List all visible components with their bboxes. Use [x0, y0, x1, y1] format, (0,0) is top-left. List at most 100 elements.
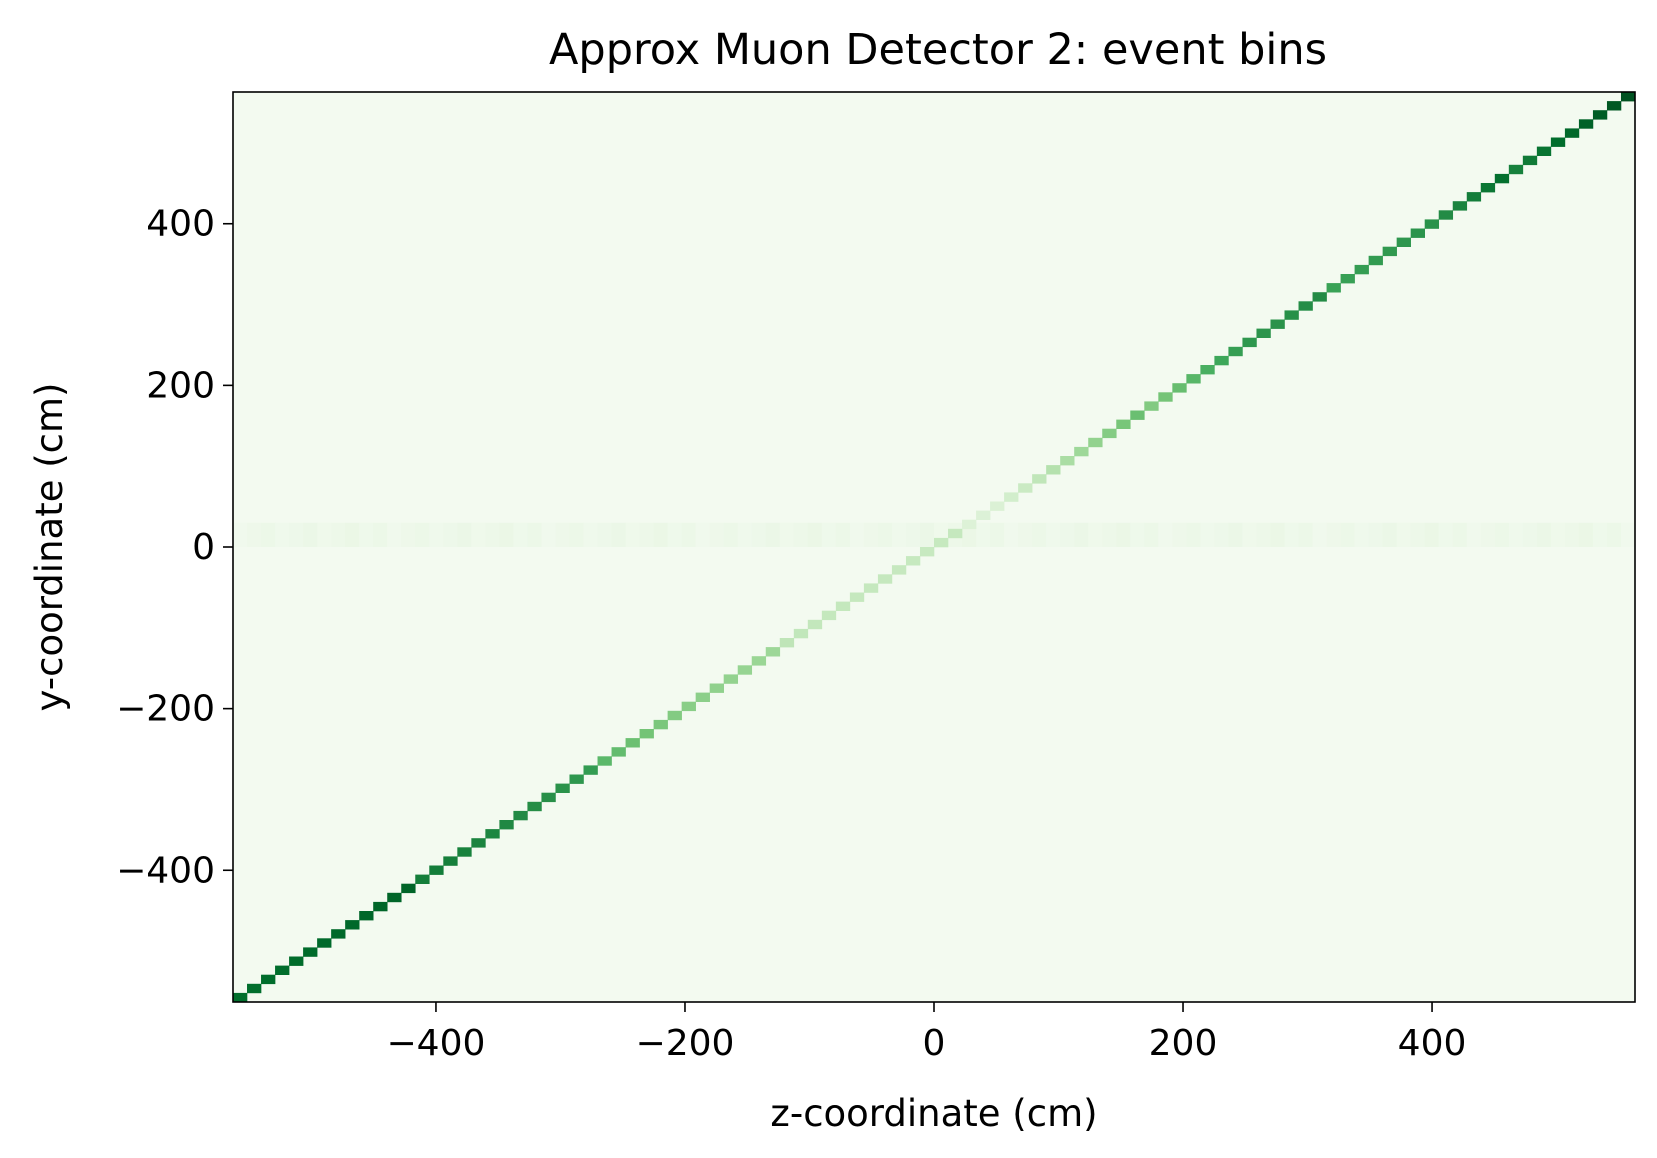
heatmap-cell — [962, 519, 977, 530]
band-cell — [1158, 522, 1173, 547]
band-cell — [1088, 522, 1103, 547]
band-cell — [373, 522, 388, 547]
band-cell — [1592, 522, 1608, 547]
band-cell — [387, 522, 402, 547]
heatmap-cell — [569, 774, 584, 784]
band-cell — [247, 522, 262, 547]
band-cell — [457, 522, 472, 547]
heatmap-cell — [1550, 137, 1566, 147]
heatmap-cell — [513, 810, 528, 821]
plot-area — [232, 91, 1636, 1003]
x-tick-label: 400 — [1398, 1023, 1467, 1064]
band-cell — [1004, 522, 1019, 547]
heatmap-cell — [1130, 410, 1145, 420]
heatmap-cell — [443, 856, 458, 866]
y-axis: −400 −200 0 200 400 — [116, 204, 233, 891]
band-cell — [1228, 522, 1243, 547]
heatmap-cell — [639, 729, 654, 739]
band-cell — [1620, 522, 1636, 547]
heatmap-cell — [1340, 274, 1355, 284]
heatmap-cell — [415, 874, 430, 884]
band-cell — [667, 522, 683, 547]
heatmap-cell — [1032, 474, 1047, 484]
heatmap-cell — [303, 947, 318, 957]
band-cell — [625, 522, 641, 547]
band-cell — [1382, 522, 1398, 547]
band-cell — [793, 522, 809, 547]
band-cell — [695, 522, 711, 547]
heatmap-cell — [1424, 219, 1440, 229]
band-cell — [1298, 522, 1314, 547]
band-cell — [1200, 522, 1215, 547]
heatmap-cell — [681, 701, 696, 712]
heatmap-cell — [1410, 228, 1425, 238]
heatmap-cell — [905, 556, 921, 566]
band-cell — [471, 522, 486, 547]
heatmap-cell — [695, 692, 710, 702]
heatmap-cell — [1186, 374, 1201, 384]
heatmap-cell — [1396, 237, 1411, 247]
heatmap-cell — [1536, 146, 1552, 156]
band-cell — [1550, 522, 1566, 547]
band-cell — [527, 522, 542, 547]
band-cell — [1452, 522, 1468, 547]
heatmap-cell — [1368, 255, 1383, 266]
heatmap-cell — [1298, 301, 1313, 311]
band-cell — [1466, 522, 1482, 547]
heatmap-cell — [1508, 164, 1524, 175]
band-cell — [1032, 522, 1047, 547]
band-cell — [1172, 522, 1187, 547]
y-tick-label: 400 — [146, 204, 215, 245]
heatmap-cell — [1270, 319, 1285, 329]
heatmap-cell — [1326, 283, 1341, 293]
heatmap-cell — [1564, 128, 1580, 138]
band-cell — [653, 522, 669, 547]
band-cell — [1074, 522, 1089, 547]
heatmap-cell — [653, 719, 668, 730]
band-cell — [289, 522, 304, 547]
heatmap-cell — [247, 983, 262, 994]
heatmap-cell — [1284, 310, 1299, 320]
heatmap-cell — [1060, 456, 1075, 466]
band-cell — [877, 522, 893, 547]
band-cell — [541, 522, 556, 547]
heatmap-cell — [527, 801, 542, 812]
heatmap-cells — [233, 92, 1636, 1003]
band-cell — [1326, 522, 1342, 547]
heatmap-cell — [821, 610, 837, 621]
heatmap-cell — [793, 628, 809, 639]
x-axis: −400 −200 0 200 400 — [387, 1002, 1467, 1064]
band-cell — [639, 522, 655, 547]
band-cell — [1354, 522, 1370, 547]
heatmap-cell — [1312, 292, 1327, 302]
band-cell — [233, 522, 248, 547]
heatmap-cell — [345, 920, 360, 930]
band-cell — [415, 522, 430, 547]
heatmap-cell — [667, 710, 682, 721]
band-cell — [1018, 522, 1033, 547]
band-cell — [990, 522, 1005, 547]
heatmap-cell — [1522, 155, 1538, 166]
band-cell — [429, 522, 444, 547]
band-cell — [779, 522, 795, 547]
heatmap-cell — [1074, 446, 1089, 457]
band-cell — [1396, 522, 1412, 547]
heatmap-cell — [387, 892, 402, 903]
heatmap-cell — [611, 747, 626, 757]
heatmap-cell — [751, 656, 767, 666]
band-cell — [835, 522, 851, 547]
band-cell — [765, 522, 781, 547]
band-cell — [1606, 522, 1622, 547]
heatmap-cell — [373, 901, 388, 912]
y-axis-label: y-coordinate (cm) — [28, 383, 71, 712]
heatmap-cell — [1088, 437, 1103, 448]
heatmap-cell — [331, 929, 346, 939]
x-axis-label: z-coordinate (cm) — [770, 1092, 1097, 1135]
band-cell — [1144, 522, 1159, 547]
band-cell — [1242, 522, 1257, 547]
heatmap-cell — [583, 765, 598, 775]
band-cell — [1130, 522, 1145, 547]
heatmap-cell — [990, 501, 1005, 511]
band-cell — [1340, 522, 1356, 547]
